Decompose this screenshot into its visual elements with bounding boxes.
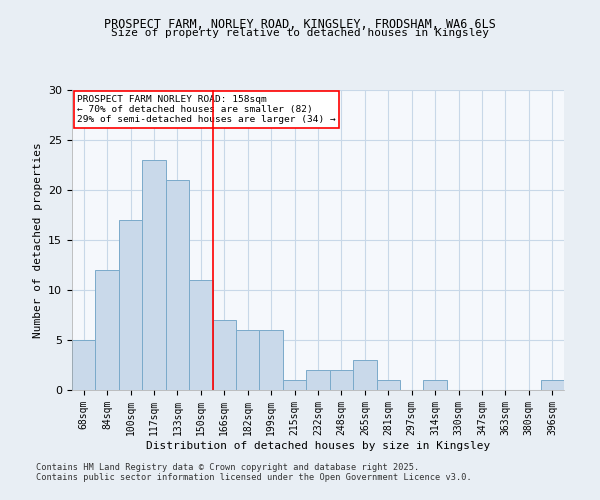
Bar [306, 370, 330, 390]
Text: Contains public sector information licensed under the Open Government Licence v3: Contains public sector information licen… [36, 474, 472, 482]
Bar [353, 360, 377, 390]
Bar [377, 380, 400, 390]
X-axis label: Distribution of detached houses by size in Kingsley: Distribution of detached houses by size … [146, 440, 490, 450]
Bar [72, 340, 95, 390]
Text: PROSPECT FARM NORLEY ROAD: 158sqm
← 70% of detached houses are smaller (82)
29% : PROSPECT FARM NORLEY ROAD: 158sqm ← 70% … [77, 94, 335, 124]
Bar [283, 380, 306, 390]
Text: PROSPECT FARM, NORLEY ROAD, KINGSLEY, FRODSHAM, WA6 6LS: PROSPECT FARM, NORLEY ROAD, KINGSLEY, FR… [104, 18, 496, 30]
Bar [424, 380, 447, 390]
Text: Size of property relative to detached houses in Kingsley: Size of property relative to detached ho… [111, 28, 489, 38]
Bar [330, 370, 353, 390]
Bar [119, 220, 142, 390]
Text: Contains HM Land Registry data © Crown copyright and database right 2025.: Contains HM Land Registry data © Crown c… [36, 464, 419, 472]
Bar [212, 320, 236, 390]
Bar [95, 270, 119, 390]
Bar [166, 180, 189, 390]
Bar [541, 380, 564, 390]
Bar [259, 330, 283, 390]
Y-axis label: Number of detached properties: Number of detached properties [32, 142, 43, 338]
Bar [236, 330, 259, 390]
Bar [142, 160, 166, 390]
Bar [189, 280, 212, 390]
